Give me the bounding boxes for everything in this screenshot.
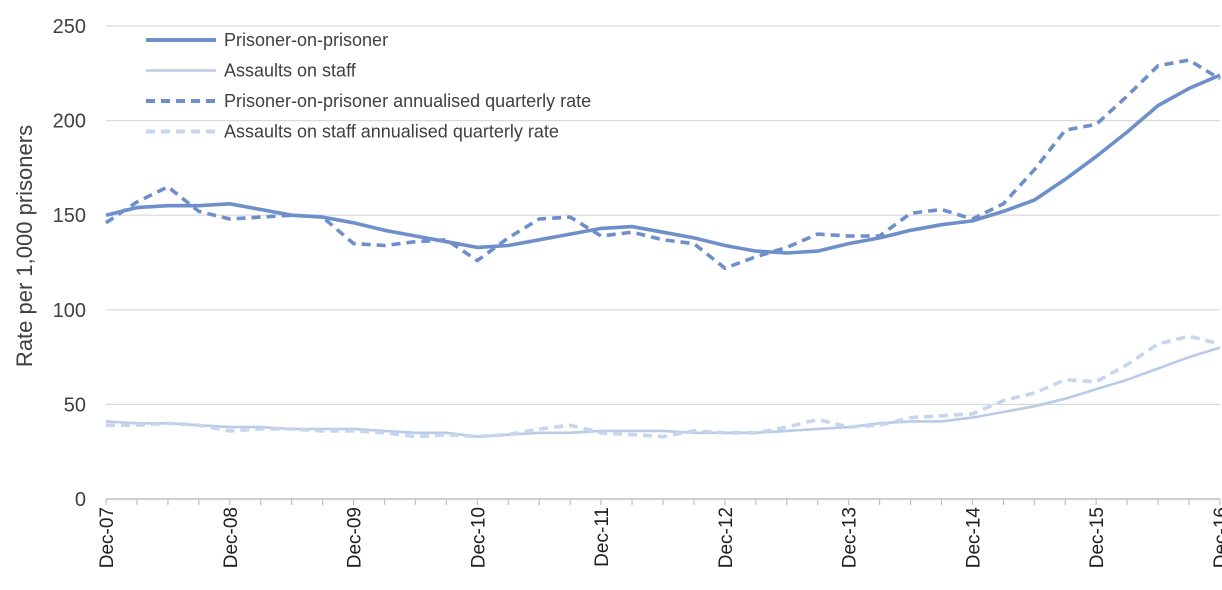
x-tick-label: Dec-14: [963, 507, 984, 569]
y-tick-label: 250: [53, 16, 86, 38]
x-tick-label: Dec-08: [221, 507, 242, 568]
y-tick-label: 150: [53, 205, 86, 227]
x-tick-label: Dec-09: [345, 507, 366, 568]
y-axis-ticks: 0 50 100 150 200 250: [53, 16, 86, 511]
series-lines: [104, 58, 1221, 439]
y-tick-label: 200: [53, 111, 86, 133]
y-tick-label: 100: [53, 300, 86, 322]
series-line-0: [105, 73, 1221, 255]
legend-label: Prisoner-on-prisoner: [224, 30, 388, 50]
y-tick-label: 50: [64, 394, 86, 416]
legend: Prisoner-on-prisoner Assaults on staff Pri…: [146, 30, 591, 142]
x-tick-label: Dec-10: [468, 507, 489, 568]
x-tick-label: Dec-15: [1087, 507, 1108, 568]
x-tick-label: Dec-07: [97, 507, 118, 568]
y-tick-label: 0: [75, 489, 86, 511]
x-tick-label: Dec-16: [1211, 507, 1222, 568]
x-axis: Dec-07 Dec-08 Dec-09 Dec-10 Dec-11 Dec-12 Dec-…: [97, 498, 1222, 569]
legend-label: Assaults on staff annualised quarterly r…: [224, 122, 559, 142]
y-axis-label: Rate per 1,000 prisoners: [12, 125, 37, 367]
x-tick-label: Dec-13: [840, 507, 861, 568]
series-line-2: [104, 58, 1221, 271]
x-tick-label: Dec-11: [592, 507, 613, 567]
series-line-1: [105, 346, 1221, 438]
legend-label: Prisoner-on-prisoner annualised quarterl…: [224, 91, 591, 111]
x-tick-label: Dec-12: [716, 507, 737, 568]
series-line-3: [106, 334, 1221, 439]
legend-label: Assaults on staff: [224, 61, 357, 81]
